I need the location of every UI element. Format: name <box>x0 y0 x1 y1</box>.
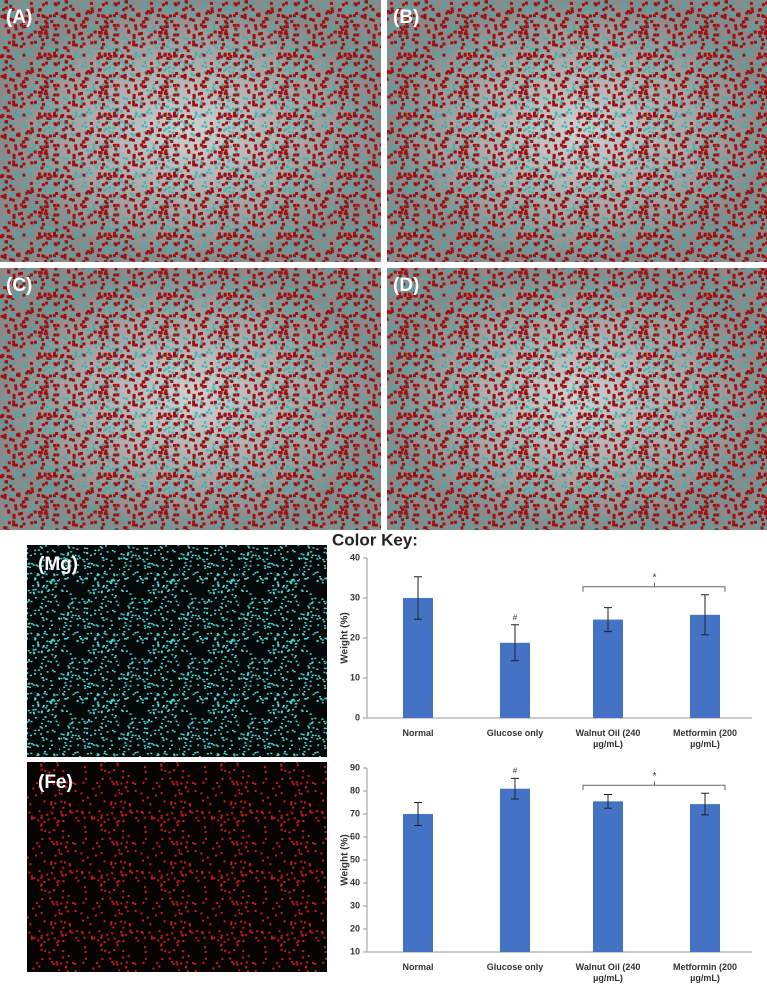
red-map <box>0 0 381 262</box>
panel-label: (D) <box>393 275 419 296</box>
y-tick-label: 30 <box>350 592 360 602</box>
y-tick-label: 60 <box>350 831 360 841</box>
panel-label: (B) <box>393 7 419 28</box>
error-bar <box>414 576 422 620</box>
y-tick-label: 20 <box>350 632 360 642</box>
error-bar <box>701 594 709 636</box>
y-tick-label: 70 <box>350 808 360 818</box>
y-tick-label: 10 <box>350 946 360 956</box>
error-bar <box>511 777 519 800</box>
bracket <box>582 781 726 791</box>
panel-label: (A) <box>6 7 32 28</box>
annotation: # <box>513 766 518 775</box>
red-map <box>0 268 381 530</box>
error-bar <box>604 793 612 809</box>
y-axis-label: Weight (%) <box>340 612 351 663</box>
x-tick-label: Metformin (200 µg/mL) <box>672 728 737 749</box>
mg-map <box>27 545 327 757</box>
y-tick-label: 40 <box>350 552 360 562</box>
annotation: * <box>653 572 657 583</box>
bar <box>593 801 623 952</box>
mg-label: (Mg) <box>38 554 78 575</box>
annotation: # <box>513 613 518 622</box>
error-bar <box>511 624 519 662</box>
bar <box>403 814 433 952</box>
x-tick-label: Walnut Oil (240 µg/mL) <box>575 962 641 983</box>
bar <box>593 619 623 718</box>
y-tick-label: 50 <box>350 854 360 864</box>
red-map <box>387 268 767 530</box>
x-tick-label: Glucose only <box>486 728 544 738</box>
fe-label: (Fe) <box>38 772 73 793</box>
y-tick-label: 40 <box>350 877 360 887</box>
error-bar <box>604 607 612 633</box>
bar <box>690 804 720 952</box>
error-bar <box>414 802 422 826</box>
y-tick-label: 0 <box>355 712 360 722</box>
bar <box>500 788 530 952</box>
x-tick-label: Normal <box>402 728 434 738</box>
color-key-title: Color Key: <box>332 530 418 549</box>
x-tick-label: Metformin (200 µg/mL) <box>672 962 737 983</box>
annotation: * <box>653 771 657 782</box>
bracket <box>582 582 726 592</box>
x-tick-label: Normal <box>402 962 434 972</box>
x-tick-label: Walnut Oil (240 µg/mL) <box>575 728 641 749</box>
error-bar <box>701 792 709 816</box>
y-tick-label: 10 <box>350 672 360 682</box>
y-tick-label: 80 <box>350 785 360 795</box>
y-axis-label: Weight (%) <box>340 834 351 885</box>
panel-label: (C) <box>6 275 32 296</box>
y-tick-label: 20 <box>350 923 360 933</box>
red-map <box>387 0 767 262</box>
x-tick-label: Glucose only <box>486 962 544 972</box>
y-tick-label: 90 <box>350 762 360 772</box>
fe-map <box>27 762 327 972</box>
y-tick-label: 30 <box>350 900 360 910</box>
